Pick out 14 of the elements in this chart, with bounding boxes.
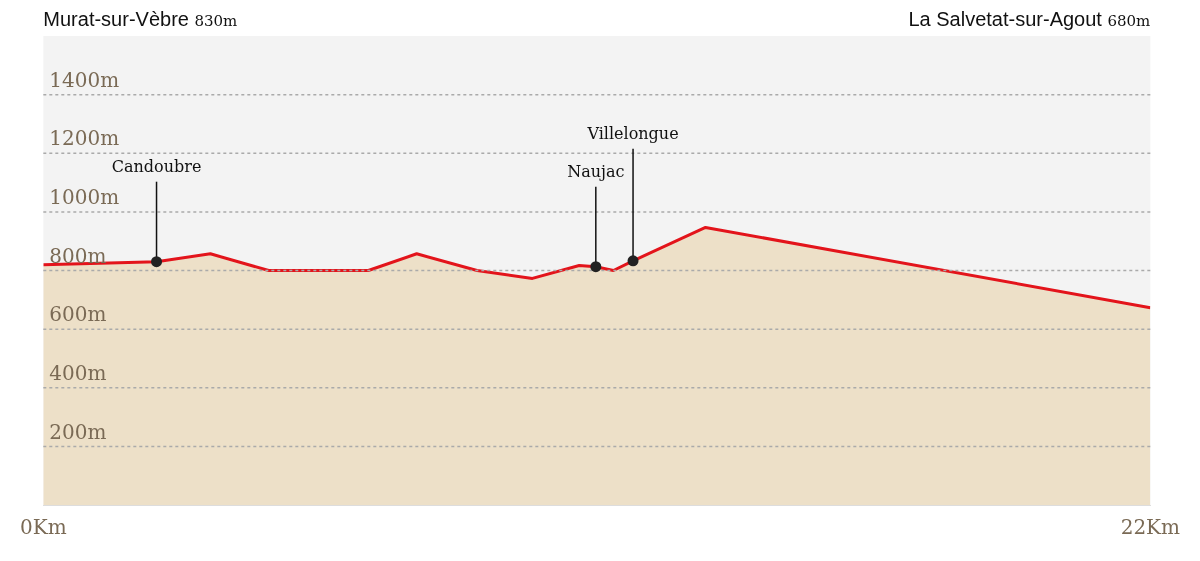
annotation: Naujac: [567, 161, 625, 181]
y-tick-label: 400m: [49, 360, 107, 385]
y-tick-label: 200m: [49, 419, 107, 444]
annotation: Villelongue: [586, 123, 679, 143]
x-tick-label: 0Km: [20, 515, 67, 540]
x-tick-label: 22Km: [1120, 515, 1181, 540]
y-tick-label: 800m: [49, 243, 107, 268]
annotation: Candoubre: [111, 156, 202, 176]
y-tick-label: 1200m: [49, 126, 120, 151]
y-tick-label: 1400m: [49, 67, 120, 92]
text: La Salvetat-sur-Agout 680m: [908, 8, 1151, 30]
text: Murat-sur-Vèbre 830m: [43, 8, 238, 30]
y-tick-label: 1000m: [49, 185, 120, 210]
y-tick-label: 600m: [49, 302, 107, 327]
